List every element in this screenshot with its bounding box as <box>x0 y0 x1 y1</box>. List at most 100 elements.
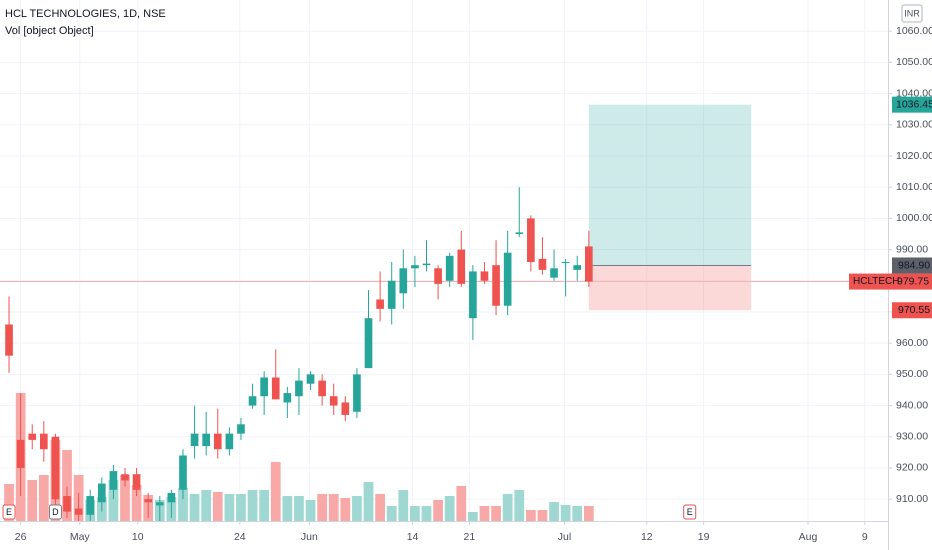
volume-bar <box>386 506 397 521</box>
candle-body <box>97 483 106 503</box>
volume-bar <box>305 500 316 521</box>
volume-bar <box>224 494 235 521</box>
y-tick-label: 990.00 <box>896 243 928 255</box>
candle-body <box>422 263 431 266</box>
volume-bar <box>120 475 130 521</box>
x-tick-label: 26 <box>15 531 27 543</box>
candle-body <box>480 271 489 281</box>
candle-body <box>190 433 199 447</box>
volume-bar <box>421 506 432 521</box>
last-price: 979.75 <box>897 275 929 287</box>
candle-body <box>63 496 71 512</box>
candle-body <box>353 374 361 412</box>
candle-body <box>318 380 326 397</box>
candle-body <box>132 474 141 490</box>
candle-body <box>28 433 37 440</box>
volume-bar <box>38 475 49 521</box>
y-tick-label: 1010.00 <box>896 181 932 193</box>
volume-bar <box>549 502 559 521</box>
candle-body <box>573 265 582 270</box>
volume-bar <box>108 480 119 521</box>
event-marker-label: D <box>52 507 59 517</box>
x-tick-label: May <box>70 531 91 543</box>
candle-body <box>550 268 558 278</box>
candle-body <box>283 393 292 403</box>
candle-body <box>179 455 187 490</box>
candle-body <box>74 508 83 515</box>
candle-body <box>225 433 234 450</box>
candle-body <box>527 218 535 263</box>
candle-body <box>503 252 512 306</box>
event-marker-label: E <box>687 507 693 517</box>
candle-body <box>329 396 338 406</box>
entry-label: 984.90 <box>898 259 930 271</box>
volume-bar <box>583 506 594 521</box>
candle-body <box>469 271 477 319</box>
volume-bar <box>189 494 200 521</box>
y-tick-label: 930.00 <box>896 431 928 443</box>
grid <box>0 0 888 521</box>
candle-body <box>167 492 176 503</box>
chart-title: HCL TECHNOLOGIES, 1D, NSE <box>5 8 166 20</box>
volume-bar <box>398 490 409 521</box>
stop-label: 970.55 <box>898 304 930 316</box>
candle-body <box>86 496 95 515</box>
candle-body <box>144 499 153 503</box>
y-tick-label: 920.00 <box>896 462 928 474</box>
volume-bar <box>363 482 374 521</box>
volume-bar <box>433 500 443 521</box>
candle-body <box>260 377 268 397</box>
volume-bar <box>572 506 583 521</box>
volume-bar <box>525 510 536 521</box>
last-price-bg <box>849 273 932 290</box>
volume-bar <box>212 492 223 521</box>
y-tick-label: 1020.00 <box>896 150 932 162</box>
volume-bar <box>514 490 525 521</box>
candle-body <box>515 232 524 234</box>
currency: INR <box>904 8 920 18</box>
y-tick-label: 1030.00 <box>896 119 932 131</box>
volume-bar <box>491 506 501 521</box>
volume-bar <box>247 490 258 521</box>
y-tick-label: 940.00 <box>896 399 928 411</box>
y-tick-label: 910.00 <box>896 493 928 505</box>
event-marker <box>48 504 62 520</box>
volume-bar <box>456 486 467 521</box>
x-tick-label: 12 <box>641 531 653 543</box>
volume-bar <box>294 496 304 521</box>
x-tick-label: 14 <box>407 531 419 543</box>
volume-bar <box>502 494 513 521</box>
x-tick-label: 21 <box>464 531 476 543</box>
x-tick-label: 19 <box>698 531 710 543</box>
y-tick-label: 1050.00 <box>896 56 932 68</box>
candle-body <box>306 374 315 384</box>
candle-body <box>399 268 408 294</box>
candle-body <box>457 249 466 284</box>
candle-body <box>271 377 280 400</box>
volume-bar <box>328 494 339 521</box>
candle-body <box>109 471 118 490</box>
candle-body <box>295 380 303 397</box>
event-marker <box>683 504 697 520</box>
y-tick-label: 1060.00 <box>896 25 932 37</box>
currency-badge[interactable] <box>901 4 923 23</box>
y-tick-label: 1000.00 <box>896 212 932 224</box>
candle-body <box>202 433 210 447</box>
candle-body <box>16 439 25 468</box>
profit-zone <box>588 104 752 266</box>
y-tick-label: 950.00 <box>896 368 928 380</box>
x-tick-label: 10 <box>132 531 144 543</box>
volume-bar <box>259 490 270 521</box>
candle-body <box>237 424 245 434</box>
volume-bar <box>282 496 293 521</box>
candle-body <box>434 268 442 284</box>
event-marker <box>2 504 16 520</box>
volume-bar <box>560 505 571 521</box>
candle-body <box>364 318 373 369</box>
volume-bar <box>352 496 362 521</box>
target-label-bg <box>892 96 932 113</box>
candle-body <box>445 255 454 281</box>
candle-body <box>376 299 384 309</box>
